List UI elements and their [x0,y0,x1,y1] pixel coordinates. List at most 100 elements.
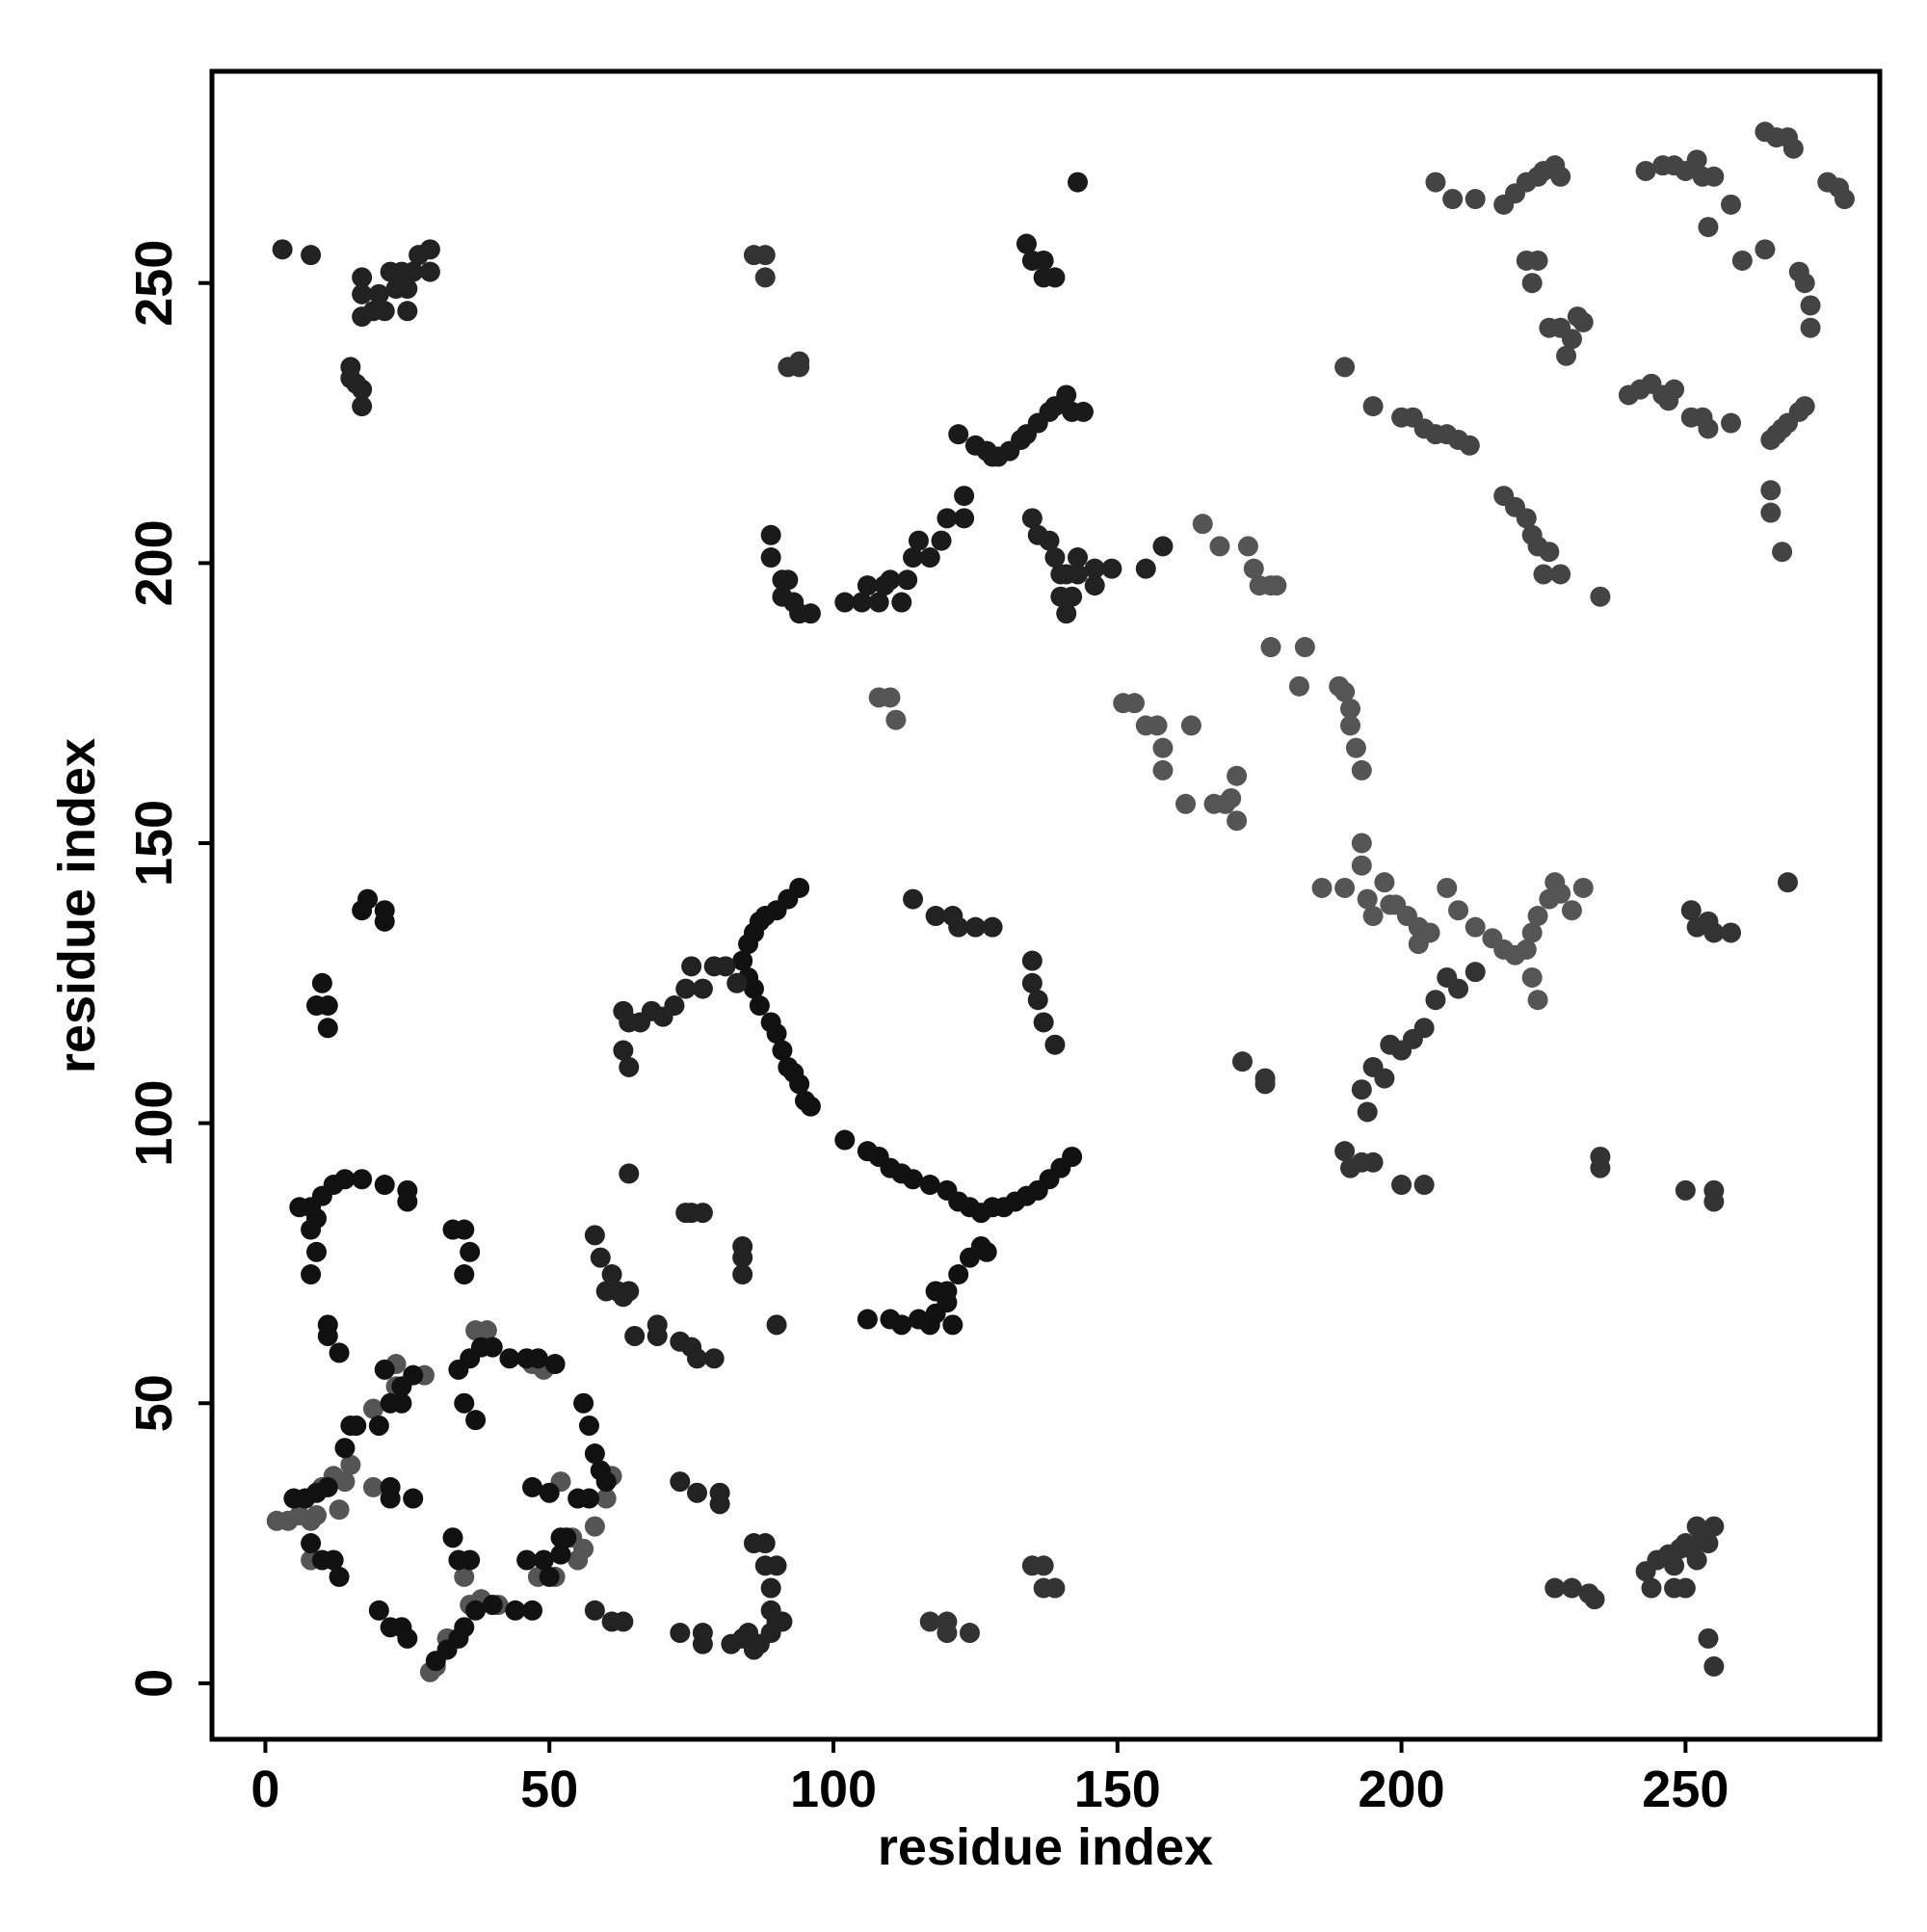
point [442,1527,463,1548]
point [352,396,373,417]
point [1703,1191,1725,1212]
point [352,900,373,921]
point [1772,542,1793,563]
point [311,972,332,993]
point [1533,564,1554,585]
point [1448,900,1469,921]
point [908,530,929,551]
y-tick-label: 100 [125,1080,183,1167]
point [619,1056,640,1077]
point [1135,558,1156,579]
point [305,1504,327,1525]
point [505,1600,526,1621]
point [948,424,969,445]
point [1351,1079,1372,1100]
point [954,486,975,507]
point [982,916,1003,938]
point [1056,603,1077,624]
point [1698,1533,1719,1554]
point [1572,877,1594,898]
point [1351,833,1372,854]
point [1362,396,1384,417]
point [1175,793,1197,814]
point [1334,681,1356,702]
point [374,1175,395,1196]
point [391,1392,412,1414]
point [800,1096,821,1117]
point [1072,401,1094,422]
point [1362,1151,1384,1173]
plot-frame [209,68,1883,1742]
point [1260,637,1281,658]
point [880,569,901,591]
point [374,301,395,322]
point [1794,273,1815,294]
point [1294,637,1315,658]
point [544,1354,566,1375]
point [692,978,713,999]
point [1834,189,1855,210]
point [749,995,770,1017]
point [1254,1068,1276,1089]
point [1357,1101,1378,1123]
point [1419,922,1440,943]
point [1413,1175,1435,1196]
point [919,1611,940,1632]
point [334,1438,356,1459]
y-axis-title: residue index [48,738,106,1073]
point [1590,586,1611,607]
point [460,1549,481,1571]
point [1800,295,1821,316]
point [1062,1146,1083,1167]
point [380,1488,401,1509]
point [880,687,901,708]
point [584,1225,605,1246]
point [368,1415,389,1436]
point [289,1197,310,1218]
point [647,1314,668,1336]
point [522,1476,543,1497]
point [1334,1141,1356,1162]
point [1425,172,1446,193]
x-tick-label: 0 [251,1760,279,1818]
point [329,1566,350,1587]
point [1635,160,1656,181]
point [1782,138,1804,159]
point [1703,1516,1725,1537]
point [317,1325,338,1346]
point [578,1415,599,1436]
point [550,1544,571,1565]
point [834,1129,856,1151]
point [1755,239,1776,260]
point [301,1264,322,1285]
point [1413,1018,1435,1039]
point [368,283,389,304]
point [1033,1012,1054,1033]
point [1221,787,1242,808]
point [754,245,776,266]
point [1556,345,1577,366]
point [1311,877,1333,898]
point [686,1348,707,1369]
point [1527,990,1548,1011]
point [527,1348,548,1369]
point [352,379,373,400]
point [419,239,440,260]
point [1590,1157,1611,1178]
point [715,956,736,977]
point [1021,972,1043,993]
point [482,1594,503,1615]
point [1721,412,1742,434]
point [317,1018,338,1039]
point [1698,418,1719,439]
point [1357,888,1378,910]
point [613,1611,634,1632]
point [919,1175,940,1196]
point [937,1623,958,1644]
point [584,1443,605,1465]
point [329,1342,350,1363]
point [931,530,952,551]
point [334,1471,356,1493]
point [1227,810,1248,832]
point [903,888,924,910]
